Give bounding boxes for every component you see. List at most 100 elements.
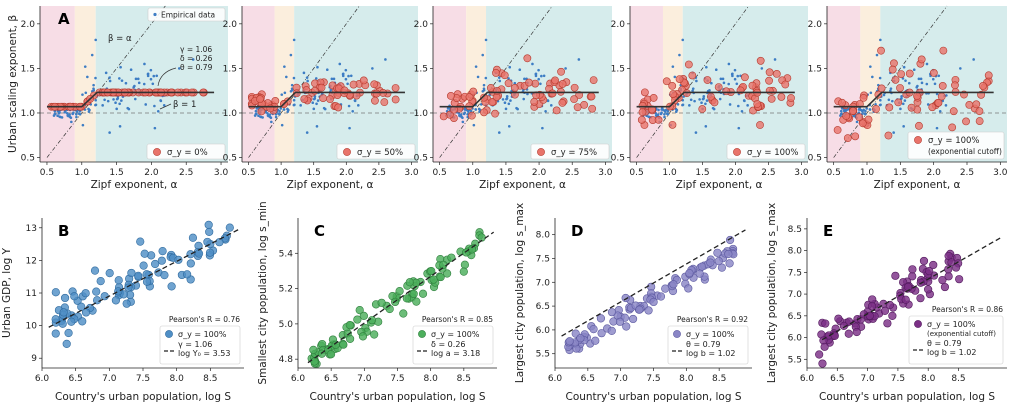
model-point	[884, 131, 893, 140]
empirical-point	[118, 125, 122, 128]
data-point	[429, 275, 438, 284]
model-point	[877, 46, 885, 55]
region-alpha-small	[242, 6, 275, 162]
empirical-point	[857, 108, 861, 111]
empirical-point	[72, 111, 75, 115]
x-tick-label: 1.0	[466, 168, 481, 178]
model-point	[370, 80, 379, 89]
model-point	[493, 86, 501, 95]
empirical-point	[286, 107, 289, 111]
model-point	[855, 113, 864, 122]
data-point	[447, 253, 456, 262]
region-alpha-mid	[74, 6, 96, 162]
empirical-point	[87, 107, 90, 111]
model-point	[558, 80, 567, 88]
empirical-point	[446, 107, 450, 110]
empirical-point	[678, 53, 681, 57]
model-point	[558, 98, 567, 107]
data-point	[713, 248, 722, 257]
empirical-point	[58, 111, 61, 114]
empirical-point	[504, 107, 508, 111]
data-point	[142, 277, 152, 286]
empirical-point	[124, 81, 128, 85]
model-point	[917, 55, 926, 64]
empirical-point	[159, 99, 163, 103]
empirical-point	[505, 95, 509, 98]
y-tick-label: 1.5	[223, 64, 237, 74]
x-tick-label: 3.0	[993, 168, 1008, 178]
empirical-point	[698, 98, 701, 101]
model-point	[334, 103, 343, 112]
empirical-point	[476, 75, 480, 79]
empirical-point	[53, 112, 57, 116]
empirical-point	[689, 98, 693, 102]
model-point	[896, 84, 904, 92]
empirical-point	[660, 108, 663, 111]
model-point	[855, 100, 864, 108]
data-point	[92, 296, 102, 305]
data-point	[955, 275, 964, 284]
model-point	[858, 119, 867, 128]
y-axis-label: Largest city population, log s_max	[514, 203, 526, 383]
model-point	[915, 121, 923, 130]
model-line	[636, 91, 795, 108]
empirical-point	[484, 76, 488, 80]
model-point	[772, 70, 781, 78]
x-axis-label: Zipf exponent, α	[676, 179, 763, 191]
model-point	[905, 69, 914, 78]
model-point	[787, 94, 795, 102]
data-point	[160, 270, 169, 280]
pearson-label: Pearson's R = 0.92	[677, 315, 748, 324]
empirical-point	[357, 104, 360, 107]
model-point	[891, 75, 900, 84]
y-tick-label: 1.0	[223, 109, 238, 119]
empirical-point	[255, 107, 259, 110]
legend-empirical-marker	[153, 12, 157, 17]
model-point	[975, 107, 984, 116]
y-axis-label: Smallest city population, log s_min	[257, 201, 269, 384]
legend-box	[159, 325, 241, 365]
empirical-point	[663, 115, 666, 119]
region-alpha-small	[433, 6, 467, 162]
model-point	[480, 108, 488, 117]
empirical-point	[919, 77, 923, 81]
legend-model-marker	[343, 148, 351, 156]
empirical-point	[313, 97, 317, 100]
data-point	[205, 248, 215, 257]
data-point	[628, 314, 638, 324]
y-tick-label: 5.0	[279, 320, 294, 330]
model-point	[872, 105, 880, 113]
empirical-point	[351, 109, 355, 113]
data-point	[395, 287, 404, 296]
empirical-point	[537, 77, 540, 81]
empirical-point	[660, 111, 663, 115]
x-tick-label: 6.5	[324, 374, 338, 384]
data-point	[127, 268, 136, 278]
empirical-point	[254, 112, 258, 116]
empirical-point	[735, 82, 739, 86]
data-point	[402, 294, 411, 303]
x-tick-label: 2.0	[728, 168, 743, 178]
fit-line	[307, 231, 495, 364]
empirical-point	[90, 53, 94, 57]
y-tick-label: 2.0	[223, 20, 238, 30]
y-tick-label: 5.5	[536, 350, 550, 360]
empirical-point	[278, 109, 281, 113]
empirical-point	[277, 112, 280, 115]
empirical-point	[773, 58, 777, 61]
model-point	[888, 65, 897, 74]
empirical-point	[302, 71, 306, 75]
y-tick-label: 5.2	[279, 285, 293, 295]
x-tick-label: 2.5	[960, 168, 974, 178]
data-point	[157, 256, 166, 265]
data-point	[77, 302, 86, 311]
x-tick-label: 8.0	[921, 374, 936, 384]
data-point	[919, 256, 929, 266]
legend-model-marker	[733, 148, 741, 156]
model-point	[765, 68, 774, 77]
legend-fit-param: θ = 0.79	[686, 340, 721, 349]
model-point	[492, 69, 500, 77]
data-point	[685, 268, 694, 278]
